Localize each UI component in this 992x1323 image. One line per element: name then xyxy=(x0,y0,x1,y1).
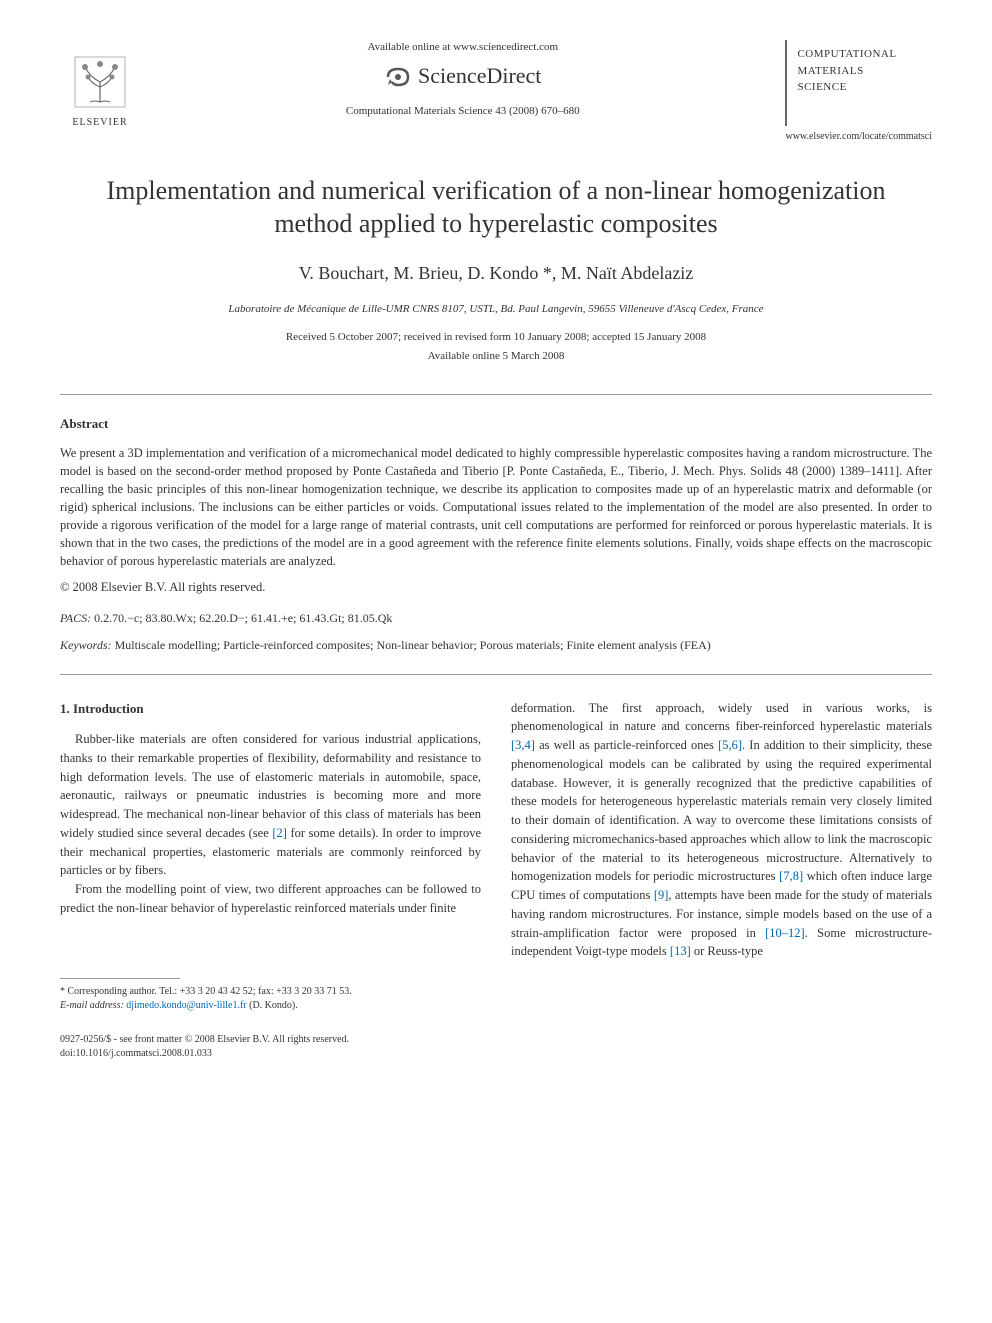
divider-top xyxy=(60,394,932,395)
journal-box-wrapper: COMPUTATIONAL MATERIALS SCIENCE www.else… xyxy=(785,40,932,144)
body-columns: 1. Introduction Rubber-like materials ar… xyxy=(60,699,932,1013)
column-right: deformation. The first approach, widely … xyxy=(511,699,932,1013)
abstract-heading: Abstract xyxy=(60,415,932,433)
journal-name-line1: COMPUTATIONAL xyxy=(797,46,925,63)
citation-9[interactable]: [9] xyxy=(654,888,669,902)
col2-a: deformation. The first approach, widely … xyxy=(511,701,932,734)
received-dates: Received 5 October 2007; received in rev… xyxy=(60,330,932,345)
elsevier-tree-icon xyxy=(70,52,130,112)
footer-line2: doi:10.1016/j.commatsci.2008.01.033 xyxy=(60,1047,932,1061)
footnote-block: * Corresponding author. Tel.: +33 3 20 4… xyxy=(60,985,481,1013)
email-line: E-mail address: djimedo.kondo@univ-lille… xyxy=(60,999,481,1013)
divider-bottom xyxy=(60,674,932,675)
publisher-logo: ELSEVIER xyxy=(60,40,140,130)
email-link[interactable]: djimedo.kondo@univ-lille1.fr xyxy=(126,1000,246,1011)
pacs-line: PACS: 0.2.70.−c; 83.80.Wx; 62.20.D−; 61.… xyxy=(60,610,932,627)
page-container: ELSEVIER Available online at www.science… xyxy=(0,0,992,1091)
citation-34[interactable]: [3,4] xyxy=(511,738,535,752)
corresponding-author: * Corresponding author. Tel.: +33 3 20 4… xyxy=(60,985,481,999)
keywords-label: Keywords: xyxy=(60,638,112,652)
citation-13[interactable]: [13] xyxy=(670,944,691,958)
pacs-value: 0.2.70.−c; 83.80.Wx; 62.20.D−; 61.41.+e;… xyxy=(94,611,392,625)
journal-box: COMPUTATIONAL MATERIALS SCIENCE xyxy=(785,40,925,126)
journal-name-line3: SCIENCE xyxy=(797,79,925,96)
abstract-text: We present a 3D implementation and verif… xyxy=(60,444,932,571)
article-title: Implementation and numerical verificatio… xyxy=(100,174,892,242)
page-footer: 0927-0256/$ - see front matter © 2008 El… xyxy=(60,1033,932,1061)
journal-url: www.elsevier.com/locate/commatsci xyxy=(785,130,932,144)
center-header: Available online at www.sciencedirect.co… xyxy=(140,40,785,120)
pacs-label: PACS: xyxy=(60,611,91,625)
email-author: (D. Kondo). xyxy=(249,1000,298,1011)
column-left: 1. Introduction Rubber-like materials ar… xyxy=(60,699,481,1013)
citation-1012[interactable]: [10–12] xyxy=(765,926,805,940)
citation-56[interactable]: [5,6] xyxy=(718,738,742,752)
affiliation: Laboratoire de Mécanique de Lille-UMR CN… xyxy=(60,302,932,317)
online-date: Available online 5 March 2008 xyxy=(60,349,932,364)
keywords-line: Keywords: Multiscale modelling; Particle… xyxy=(60,637,932,654)
authors: V. Bouchart, M. Brieu, D. Kondo *, M. Na… xyxy=(60,261,932,286)
abstract-copyright: © 2008 Elsevier B.V. All rights reserved… xyxy=(60,579,932,597)
sciencedirect-logo: ScienceDirect xyxy=(384,61,541,92)
journal-reference: Computational Materials Science 43 (2008… xyxy=(160,104,765,119)
available-online-text: Available online at www.sciencedirect.co… xyxy=(160,40,765,55)
citation-78[interactable]: [7,8] xyxy=(779,869,803,883)
col2-c: . In addition to their simplicity, these… xyxy=(511,738,932,883)
publisher-name: ELSEVIER xyxy=(72,116,127,130)
intro-para-2: From the modelling point of view, two di… xyxy=(60,880,481,918)
intro-para-1: Rubber-like materials are often consider… xyxy=(60,730,481,880)
email-label: E-mail address: xyxy=(60,1000,124,1011)
intro-para-continued: deformation. The first approach, widely … xyxy=(511,699,932,962)
footer-line1: 0927-0256/$ - see front matter © 2008 El… xyxy=(60,1033,932,1047)
sciencedirect-text: ScienceDirect xyxy=(418,61,541,92)
col2-b: as well as particle-reinforced ones xyxy=(535,738,718,752)
section-1-heading: 1. Introduction xyxy=(60,699,481,719)
keywords-value: Multiscale modelling; Particle-reinforce… xyxy=(115,638,711,652)
sciencedirect-icon xyxy=(384,63,412,91)
citation-2[interactable]: [2] xyxy=(272,826,287,840)
header-row: ELSEVIER Available online at www.science… xyxy=(60,40,932,144)
journal-name-line2: MATERIALS xyxy=(797,63,925,80)
col2-g: or Reuss-type xyxy=(691,944,763,958)
intro-para-1a: Rubber-like materials are often consider… xyxy=(60,732,481,840)
footnote-separator xyxy=(60,978,180,979)
